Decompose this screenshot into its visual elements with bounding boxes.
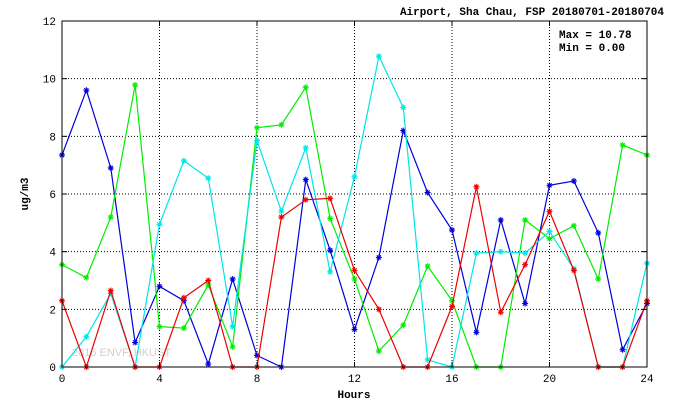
x-tick-label: 24 xyxy=(640,374,654,386)
data-point xyxy=(180,294,187,301)
data-point xyxy=(595,276,602,283)
data-point xyxy=(229,323,236,330)
data-point xyxy=(546,228,553,235)
x-tick-label: 0 xyxy=(59,374,66,386)
data-point xyxy=(497,309,504,316)
data-point xyxy=(83,274,90,281)
data-point xyxy=(83,333,90,340)
chart-title: Airport, Sha Chau, FSP 20180701-20180704 xyxy=(400,7,664,19)
data-point xyxy=(205,175,212,182)
data-point xyxy=(473,183,480,190)
y-tick-label: 0 xyxy=(49,363,56,375)
data-point xyxy=(522,261,529,268)
y-tick-label: 6 xyxy=(49,190,56,202)
grid xyxy=(62,21,647,367)
data-point xyxy=(546,208,553,215)
data-point xyxy=(570,222,577,229)
data-point xyxy=(229,343,236,350)
data-point xyxy=(570,178,577,185)
y-tick-label: 8 xyxy=(49,132,56,144)
data-point xyxy=(424,189,431,196)
data-point xyxy=(424,356,431,363)
data-point xyxy=(83,87,90,94)
data-point xyxy=(375,348,382,355)
x-tick-label: 4 xyxy=(156,374,163,386)
data-point xyxy=(278,214,285,221)
data-point xyxy=(302,84,309,91)
x-tick-label: 20 xyxy=(543,374,556,386)
data-point xyxy=(449,303,455,310)
data-point xyxy=(132,339,139,346)
data-point xyxy=(424,263,431,270)
data-point xyxy=(351,326,358,333)
watermark: 2016 ENVF, HKUST xyxy=(72,347,171,359)
data-point xyxy=(570,267,577,274)
data-point xyxy=(229,276,236,283)
data-point xyxy=(522,216,529,223)
data-point xyxy=(546,235,553,242)
data-point xyxy=(351,173,358,180)
data-point xyxy=(302,196,309,203)
data-point xyxy=(375,306,382,313)
x-axis-title: Hours xyxy=(337,390,370,402)
data-point xyxy=(327,215,334,222)
data-point xyxy=(254,137,260,144)
series-layer xyxy=(59,53,650,370)
data-point xyxy=(327,195,334,202)
data-point xyxy=(156,283,163,290)
data-point xyxy=(375,254,382,261)
data-point xyxy=(132,82,139,89)
y-tick-label: 2 xyxy=(49,305,56,317)
y-tick-label: 4 xyxy=(49,248,56,260)
y-tick-label: 12 xyxy=(43,17,56,29)
data-point xyxy=(156,221,163,228)
data-point xyxy=(497,216,504,223)
data-point xyxy=(400,104,407,111)
data-point xyxy=(546,182,553,189)
data-point xyxy=(180,157,187,164)
data-point xyxy=(302,176,309,183)
series-1 xyxy=(59,87,650,370)
min-label: Min = 0.00 xyxy=(559,43,625,55)
data-point xyxy=(107,165,114,172)
data-point xyxy=(351,267,358,274)
x-tick-label: 16 xyxy=(445,374,458,386)
y-tick-label: 10 xyxy=(43,75,56,87)
y-axis-title: ug/m3 xyxy=(20,177,32,210)
data-point xyxy=(278,208,285,215)
data-point xyxy=(254,124,260,131)
data-point xyxy=(619,346,626,353)
data-point xyxy=(180,325,187,332)
max-label: Max = 10.78 xyxy=(559,30,632,42)
x-tick-label: 12 xyxy=(348,374,361,386)
data-point xyxy=(473,329,480,336)
data-point xyxy=(351,276,358,283)
data-point xyxy=(327,268,334,275)
data-point xyxy=(205,277,212,284)
data-point xyxy=(107,214,114,221)
data-point xyxy=(327,247,334,254)
x-tick-label: 8 xyxy=(254,374,261,386)
data-point xyxy=(473,250,480,257)
data-point xyxy=(156,323,163,330)
data-point xyxy=(595,229,602,236)
data-point xyxy=(497,248,504,255)
data-point xyxy=(302,144,309,151)
data-point xyxy=(400,322,407,329)
data-point xyxy=(522,250,529,257)
data-point xyxy=(375,53,382,60)
data-point xyxy=(278,121,285,128)
data-point xyxy=(449,227,455,234)
data-point xyxy=(205,361,212,368)
data-point xyxy=(522,300,529,307)
data-point xyxy=(107,287,114,294)
data-point xyxy=(619,141,626,148)
